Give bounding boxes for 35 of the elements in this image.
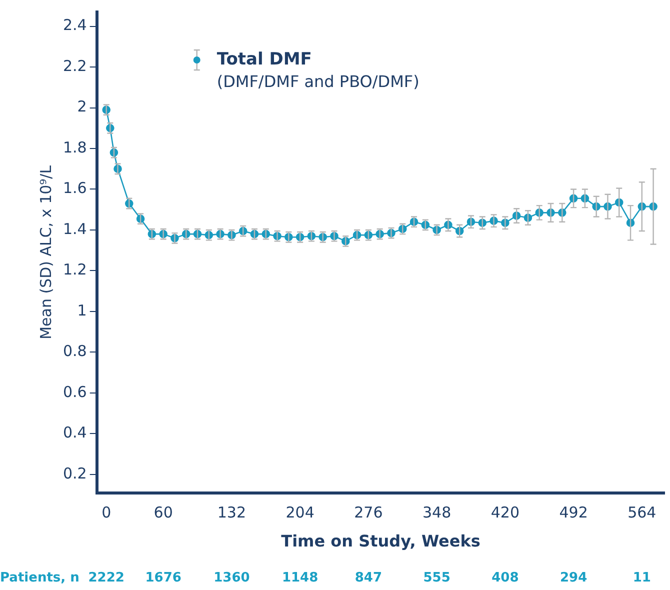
x-tick-label: 492	[559, 504, 588, 522]
y-tick-label: 0.2	[62, 464, 87, 482]
text: 555	[423, 570, 450, 586]
text: 294	[560, 570, 588, 586]
text: Patients, n	[0, 570, 80, 586]
x-tick-label: 204	[286, 504, 314, 522]
y-tick-label: 1.2	[62, 260, 87, 279]
annotation: (DMF/DMF and PBO/DMF)	[216, 72, 420, 92]
y-tick-label: 2.4	[62, 16, 87, 34]
y-tick-label: 2.2	[62, 56, 87, 75]
y-tick-label: 1	[77, 301, 87, 320]
y-axis-title: Mean (SD) ALC, x 10⁹/L	[36, 164, 55, 340]
x-tick-label: 0	[102, 504, 112, 522]
text: 847	[354, 570, 382, 586]
x-tick-label: 420	[490, 504, 520, 522]
text: 1360	[214, 570, 250, 586]
x-tick-label: 348	[422, 504, 452, 522]
x-axis-title: Time on Study, Weeks	[281, 532, 480, 551]
y-tick-label: 0.6	[62, 382, 87, 401]
y-tick-label: 0.4	[62, 424, 87, 442]
y-tick-label: 1.8	[62, 138, 87, 156]
text: 408	[492, 570, 519, 586]
x-tick-label: 132	[217, 504, 246, 522]
x-tick-label: 564	[628, 504, 656, 522]
x-tick-label: 276	[354, 504, 383, 522]
text: 1148	[282, 570, 318, 586]
y-tick-label: 2	[77, 98, 87, 116]
y-tick-label: 0.8	[62, 342, 87, 360]
text: 1676	[145, 570, 182, 586]
text: 2222	[88, 570, 124, 586]
text: 11	[632, 570, 651, 586]
legend-label: Total DMF	[216, 49, 312, 70]
x-tick-label: 60	[154, 504, 173, 522]
y-tick-label: 1.4	[62, 220, 87, 238]
y-tick-label: 1.6	[62, 179, 87, 198]
